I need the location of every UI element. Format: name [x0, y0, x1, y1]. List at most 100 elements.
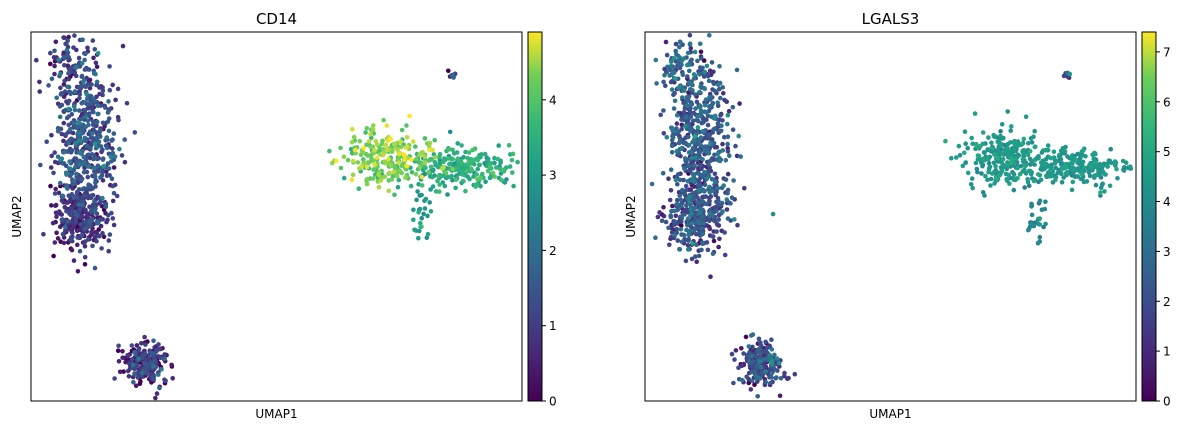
cell-point [75, 242, 80, 248]
cell-point [468, 166, 474, 171]
cell-point [111, 190, 117, 196]
cell-point [55, 236, 61, 241]
cell-point [99, 246, 104, 251]
cell-point [986, 156, 991, 162]
cell-point [87, 77, 93, 83]
cell-point [412, 227, 417, 232]
cell-point [396, 151, 402, 157]
cell-point [714, 208, 719, 214]
cell-point [450, 147, 455, 153]
cell-point [105, 110, 111, 115]
cell-point [125, 368, 131, 374]
cell-point [700, 65, 705, 71]
cell-point [1057, 152, 1062, 158]
cell-point [997, 151, 1002, 157]
colorbar [1141, 31, 1157, 402]
cell-point [338, 145, 343, 151]
cell-point [704, 110, 709, 115]
cell-point [79, 129, 85, 134]
cell-point [688, 207, 694, 213]
cell-point [90, 119, 96, 124]
cell-point [112, 376, 117, 381]
cell-point [153, 395, 158, 401]
cell-point [81, 79, 86, 84]
cell-point [670, 135, 676, 140]
cell-point [145, 371, 151, 376]
cell-point [1080, 159, 1086, 165]
cell-point [749, 378, 755, 384]
cell-point [691, 76, 697, 81]
cell-point [729, 351, 735, 357]
cell-point [988, 183, 993, 188]
cell-point [65, 149, 71, 154]
cell-point [687, 228, 692, 234]
cell-point [106, 238, 112, 243]
cell-point [769, 375, 774, 380]
cell-point [1004, 176, 1009, 182]
cell-point [143, 342, 148, 347]
cell-point [58, 180, 63, 186]
cell-point [66, 106, 72, 112]
cell-point [67, 126, 73, 132]
cell-point [728, 201, 733, 206]
cell-point [395, 184, 401, 190]
cell-point [383, 142, 389, 148]
cell-point [70, 230, 75, 236]
cell-point [698, 183, 703, 189]
cell-point [62, 78, 67, 84]
cell-point [653, 57, 659, 63]
cell-point [376, 184, 382, 190]
cell-point [705, 169, 711, 175]
cell-point [989, 145, 995, 151]
colorbar-tick-label: 1 [1163, 345, 1171, 359]
cell-point [483, 179, 488, 185]
cell-point [1113, 160, 1119, 166]
cell-point [363, 130, 368, 135]
cell-point [696, 253, 702, 259]
cell-point [716, 82, 721, 87]
cell-point [372, 148, 378, 153]
cell-point [461, 179, 466, 184]
cell-point [674, 226, 679, 232]
cell-point [681, 177, 686, 183]
cell-point [682, 156, 688, 161]
cell-point [110, 183, 116, 189]
cell-point [83, 124, 89, 129]
cell-point [757, 375, 763, 381]
cell-point [500, 167, 506, 172]
cell-point [103, 204, 109, 210]
cell-point [1041, 161, 1047, 166]
cell-point [708, 158, 713, 164]
cell-point [78, 214, 84, 220]
cell-point [359, 163, 365, 169]
cell-point [348, 147, 354, 152]
cell-point [1026, 226, 1032, 232]
cell-point [142, 360, 147, 366]
cell-point [702, 182, 708, 187]
cell-point [703, 97, 709, 102]
cell-point [753, 373, 758, 379]
cell-point [658, 112, 663, 118]
cell-point [82, 262, 88, 267]
cell-point [80, 199, 85, 205]
cell-point [76, 202, 81, 207]
cell-point [399, 163, 405, 169]
cell-point [991, 160, 997, 166]
cell-point [712, 171, 718, 177]
cell-point [692, 184, 697, 189]
cell-point [361, 145, 367, 151]
cell-point [458, 161, 464, 166]
cell-point [92, 98, 98, 104]
cell-point [85, 67, 91, 72]
cell-point [80, 186, 85, 192]
cell-point [72, 70, 78, 75]
cell-point [1049, 173, 1054, 179]
cell-point [714, 175, 719, 181]
cell-point [697, 41, 703, 47]
cell-point [725, 121, 730, 127]
cell-point [49, 76, 55, 82]
cell-point [1026, 183, 1032, 188]
cell-point [707, 33, 712, 38]
cell-point [674, 51, 679, 57]
cell-point [392, 192, 397, 198]
